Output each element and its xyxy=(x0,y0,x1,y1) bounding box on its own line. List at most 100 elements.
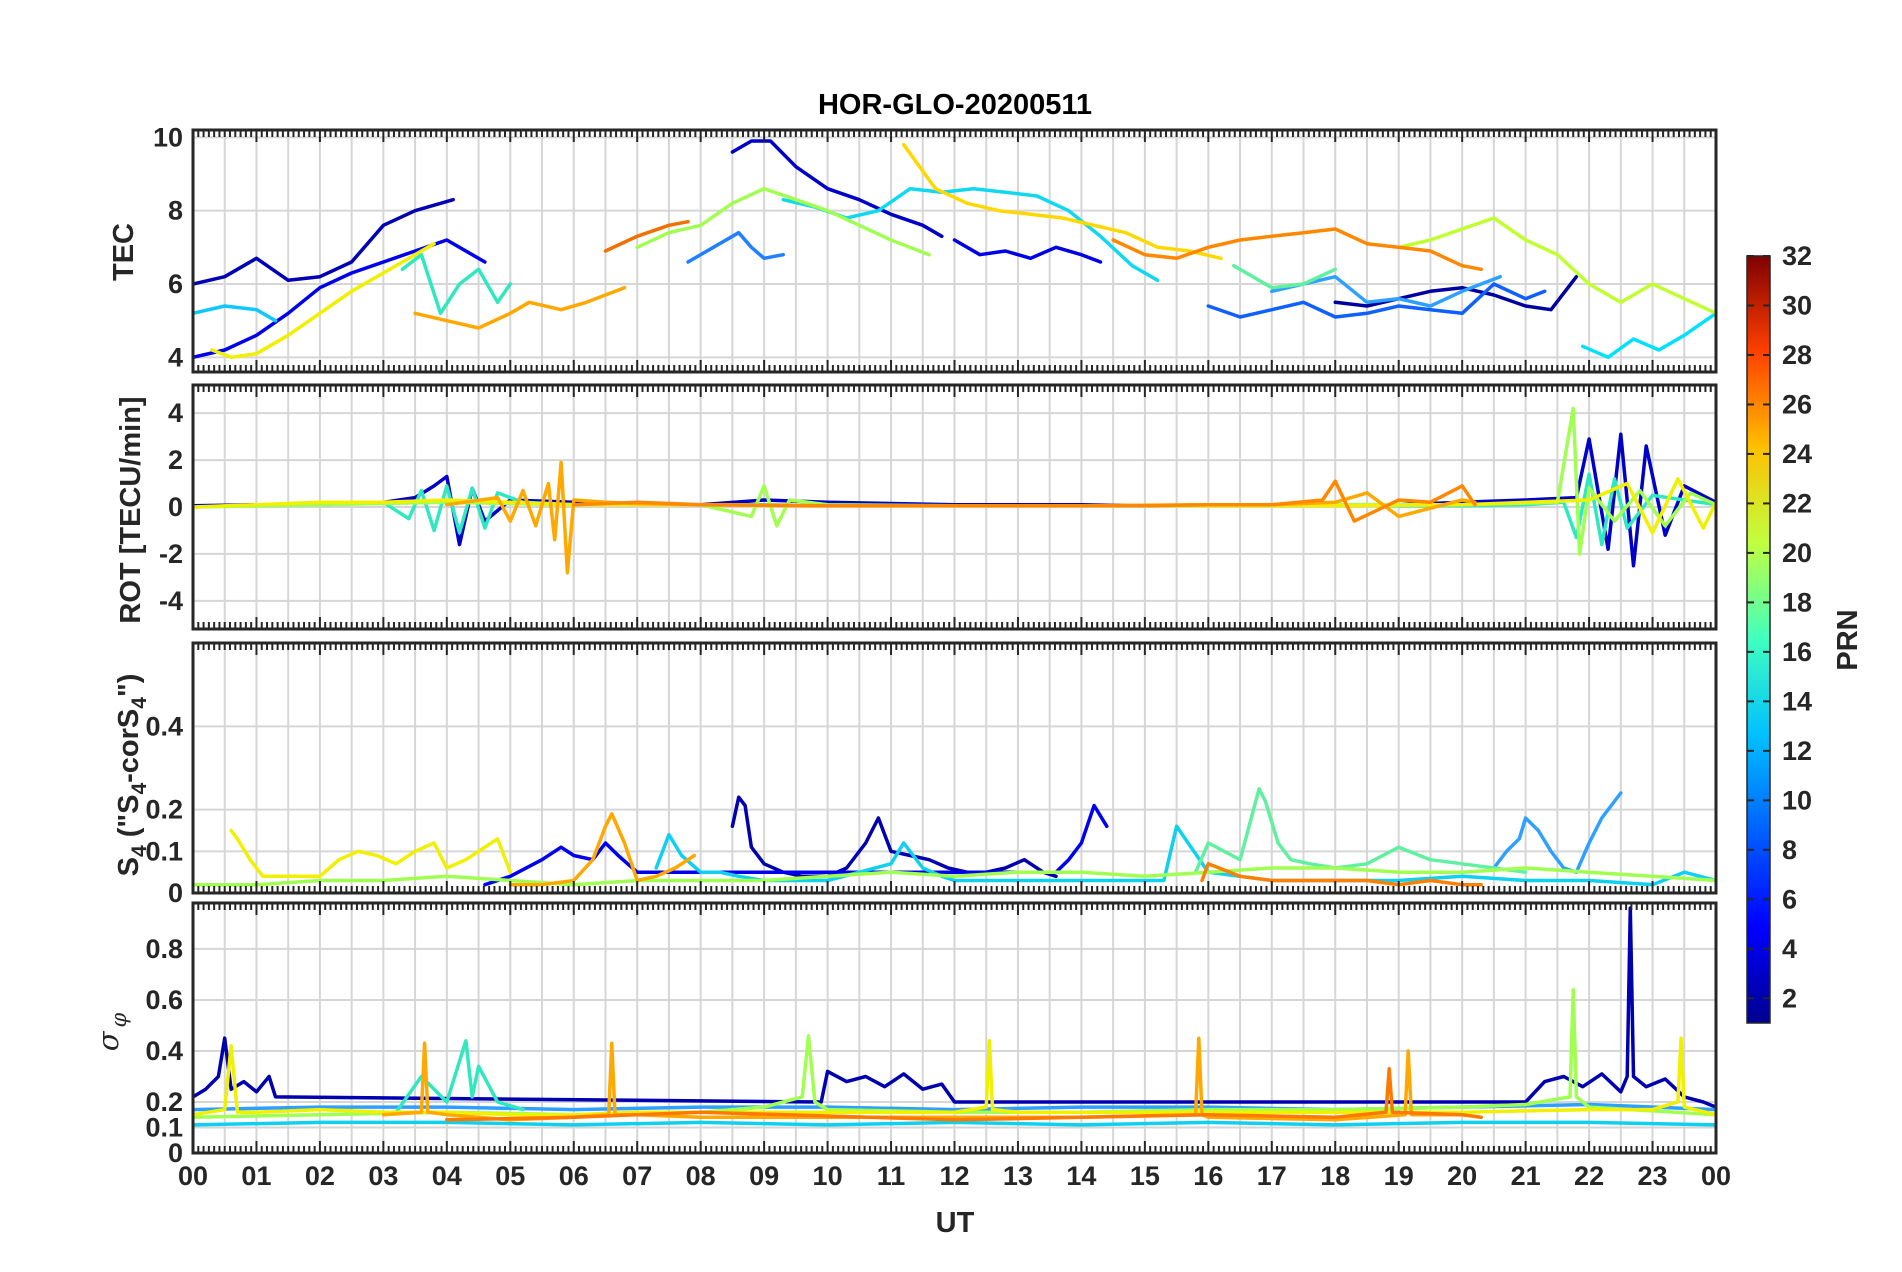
series-line-prn-23 xyxy=(572,479,1477,523)
colorbar-tick-label: 20 xyxy=(1782,538,1812,568)
s4-grid xyxy=(193,643,1716,893)
tec-ylabel: TEC xyxy=(108,223,140,281)
y-tick-label: -2 xyxy=(159,539,183,569)
x-tick-label: 22 xyxy=(1574,1161,1604,1191)
series-line-prn-20 xyxy=(210,241,436,360)
s4-ylabel: S4 ("S4-corS4") xyxy=(113,674,151,877)
y-tick-label: 0 xyxy=(168,878,183,908)
series-line-prn-22 xyxy=(413,285,627,330)
panel-rot: -4 -2 0 2 4 ROT [TECU/min] xyxy=(115,383,1718,631)
tec-series xyxy=(193,139,1716,360)
colorbar-tick-label: 18 xyxy=(1782,587,1812,617)
chart-title: HOR-GLO-20200511 xyxy=(818,89,1092,121)
x-tick-label: 06 xyxy=(559,1161,589,1191)
y-tick-label: -4 xyxy=(159,586,183,616)
colorbar-tick-label: 30 xyxy=(1782,290,1812,320)
x-axis-label: UT xyxy=(936,1207,975,1239)
s4-ylabel-part: -corS xyxy=(113,709,145,783)
colorbar-tick-label: 10 xyxy=(1782,785,1812,815)
y-tick-label: 0.4 xyxy=(145,1036,183,1066)
x-tick-label: 19 xyxy=(1384,1161,1414,1191)
colorbar-tick-label: 2 xyxy=(1782,983,1797,1013)
colorbar-tick-label: 8 xyxy=(1782,835,1797,865)
sigma-ticks: 00.10.2 0.4 0.6 0.8 xyxy=(145,903,1717,1168)
series-line-prn-22 xyxy=(508,812,697,887)
x-tick-label: 12 xyxy=(939,1161,969,1191)
series-line-prn-17 xyxy=(193,866,1716,887)
colorbar-tick-label: 28 xyxy=(1782,340,1812,370)
series-line-prn-2 xyxy=(193,906,1716,1109)
x-tick-label: 08 xyxy=(686,1161,716,1191)
series-line-prn-17 xyxy=(635,186,931,257)
x-tick-label: 10 xyxy=(813,1161,843,1191)
y-tick-label: 0.2 xyxy=(145,795,183,825)
series-line-prn-10 xyxy=(1492,791,1623,874)
x-tick-label: 09 xyxy=(749,1161,779,1191)
series-line-prn-8 xyxy=(1206,282,1547,319)
series-line-prn-15 xyxy=(1231,263,1338,290)
s4-ylabel-part: S xyxy=(113,857,145,876)
x-tick-label: 16 xyxy=(1193,1161,1223,1191)
s4-ylabel-part: ") xyxy=(113,674,145,697)
colorbar-tick-label: 4 xyxy=(1782,934,1797,964)
colorbar-tick-label: 26 xyxy=(1782,389,1812,419)
sigma-grid xyxy=(193,903,1716,1153)
x-tick-label: 13 xyxy=(1003,1161,1033,1191)
tec-ticks: 4 6 8 10 xyxy=(153,122,1717,372)
y-tick-label: 0.1 xyxy=(145,836,183,866)
y-tick-label: 0 xyxy=(168,1138,183,1168)
series-line-prn-20 xyxy=(193,1036,1716,1117)
series-line-prn-2 xyxy=(193,197,455,286)
rot-series xyxy=(193,406,1716,575)
x-tick-label: 00 xyxy=(178,1161,208,1191)
colorbar-tick-label: 14 xyxy=(1782,686,1812,716)
panel-s4: 00.10.20.4 S4 ("S4-corS4") xyxy=(113,641,1718,908)
series-line-prn-3 xyxy=(730,139,944,239)
sigma-ylabel: σφ xyxy=(91,1012,131,1051)
y-tick-label: 0.1 xyxy=(145,1112,183,1142)
phi-subscript: φ xyxy=(107,1012,131,1027)
x-tick-label: 17 xyxy=(1257,1161,1287,1191)
x-tick-label: 04 xyxy=(432,1161,462,1191)
series-line-prn-9 xyxy=(686,230,785,264)
y-tick-label: 6 xyxy=(168,269,183,299)
y-tick-label: 0.6 xyxy=(145,985,183,1015)
series-line-prn-13 xyxy=(193,1120,1716,1127)
sigma-series xyxy=(193,906,1716,1127)
y-tick-label: 0 xyxy=(168,492,183,522)
series-line-prn-20 xyxy=(229,828,513,879)
rot-ylabel: ROT [TECU/min] xyxy=(115,396,147,623)
series-line-prn-22 xyxy=(445,460,1477,575)
x-tick-label: 03 xyxy=(368,1161,398,1191)
series-line-prn-13 xyxy=(400,252,513,316)
colorbar-tick-label: 12 xyxy=(1782,736,1812,766)
panel-tec: 4 6 8 10 TEC xyxy=(108,122,1718,374)
series-line-prn-21 xyxy=(901,142,1223,261)
series-line-prn-11 xyxy=(193,304,278,323)
x-tick-label: 23 xyxy=(1638,1161,1668,1191)
x-tick-label: 11 xyxy=(877,1161,906,1191)
y-tick-label: 10 xyxy=(153,122,183,152)
x-tick-label: 02 xyxy=(305,1161,335,1191)
series-line-prn-15 xyxy=(1193,787,1528,874)
colorbar-tick-label: 6 xyxy=(1782,884,1797,914)
colorbar-tick-label: 24 xyxy=(1782,439,1812,469)
y-tick-label: 2 xyxy=(168,445,183,475)
y-tick-label: 0.8 xyxy=(145,934,183,964)
s4-ylabel-part: 4 xyxy=(128,783,151,795)
x-tick-label: 14 xyxy=(1066,1161,1096,1191)
y-tick-label: 4 xyxy=(168,342,183,372)
x-tick-label: 05 xyxy=(495,1161,525,1191)
s4-ticks: 0 0.1 0.2 0.4 xyxy=(145,643,1717,908)
s4-ylabel-part: 4 xyxy=(128,845,151,857)
series-line-prn-23 xyxy=(445,1067,1483,1122)
series-line-prn-2 xyxy=(730,795,1058,879)
y-tick-label: 0.2 xyxy=(145,1087,183,1117)
colorbar-label: PRN xyxy=(1832,609,1864,670)
series-line-prn-6 xyxy=(1333,274,1579,312)
series-line-prn-24 xyxy=(603,219,690,253)
colorbar-tick-label: 32 xyxy=(1782,241,1812,271)
